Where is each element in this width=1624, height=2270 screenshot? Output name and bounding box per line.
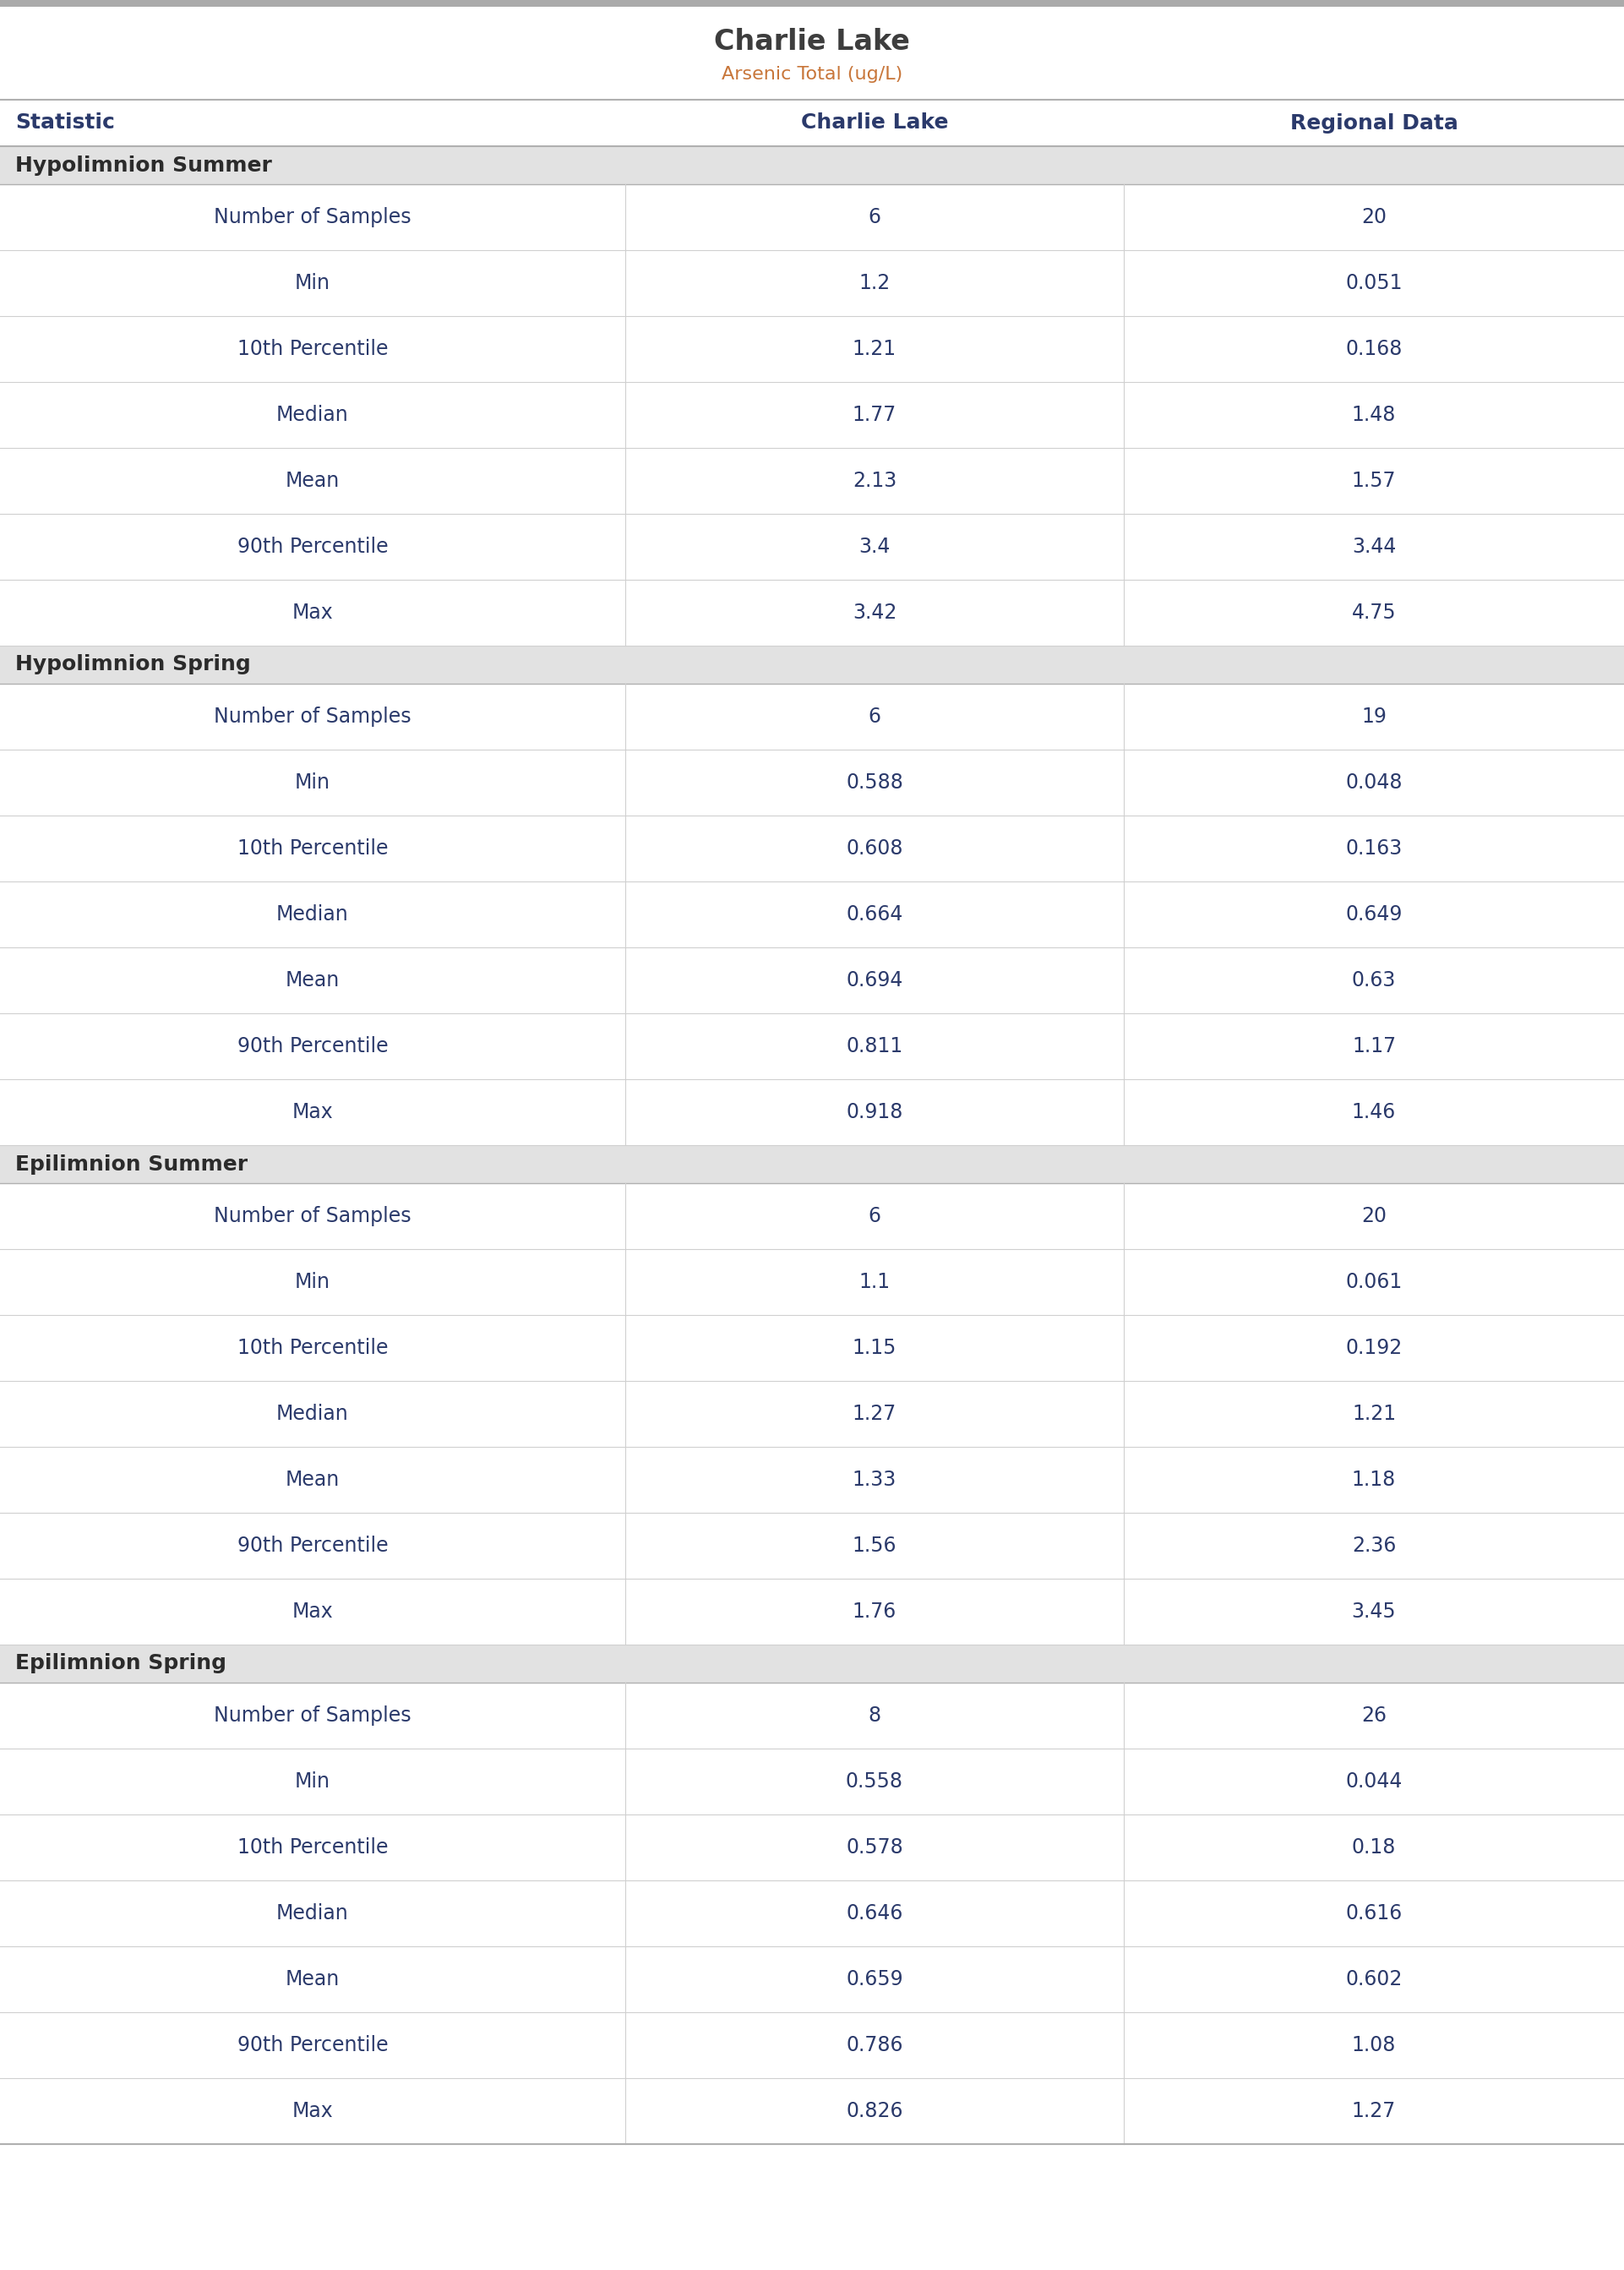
Text: 90th Percentile: 90th Percentile — [237, 2036, 388, 2054]
Text: 1.76: 1.76 — [853, 1603, 896, 1621]
Text: 0.649: 0.649 — [1345, 903, 1403, 924]
Text: Epilimnion Spring: Epilimnion Spring — [15, 1653, 226, 1673]
Text: 0.664: 0.664 — [846, 903, 903, 924]
Text: 1.1: 1.1 — [859, 1271, 890, 1292]
Text: 1.56: 1.56 — [853, 1535, 896, 1555]
Text: 3.44: 3.44 — [1351, 536, 1397, 556]
Text: 0.044: 0.044 — [1345, 1771, 1403, 1791]
Text: 10th Percentile: 10th Percentile — [237, 1836, 388, 1857]
Text: 3.4: 3.4 — [859, 536, 890, 556]
Text: 0.786: 0.786 — [846, 2036, 903, 2054]
Text: Median: Median — [276, 1403, 349, 1423]
Text: 0.608: 0.608 — [846, 838, 903, 858]
Text: Number of Samples: Number of Samples — [214, 1205, 411, 1226]
Text: Mean: Mean — [286, 470, 339, 490]
Text: 0.659: 0.659 — [846, 1968, 903, 1989]
Text: 0.163: 0.163 — [1346, 838, 1402, 858]
Text: Number of Samples: Number of Samples — [214, 207, 411, 227]
Text: 0.694: 0.694 — [846, 969, 903, 990]
Text: Max: Max — [292, 1603, 333, 1621]
Text: 0.061: 0.061 — [1346, 1271, 1402, 1292]
Text: Charlie Lake: Charlie Lake — [801, 114, 948, 134]
Text: 0.578: 0.578 — [846, 1836, 903, 1857]
Text: 0.63: 0.63 — [1351, 969, 1397, 990]
Text: 10th Percentile: 10th Percentile — [237, 338, 388, 359]
Text: 0.588: 0.588 — [846, 772, 903, 792]
Text: Charlie Lake: Charlie Lake — [715, 27, 909, 57]
Text: Number of Samples: Number of Samples — [214, 1705, 411, 1725]
Text: 0.048: 0.048 — [1345, 772, 1403, 792]
Text: Mean: Mean — [286, 969, 339, 990]
Text: 19: 19 — [1361, 706, 1387, 726]
Text: 6: 6 — [869, 706, 880, 726]
Text: 26: 26 — [1361, 1705, 1387, 1725]
Text: 20: 20 — [1361, 207, 1387, 227]
Text: Mean: Mean — [286, 1968, 339, 1989]
Text: 6: 6 — [869, 1205, 880, 1226]
Text: 0.918: 0.918 — [846, 1101, 903, 1121]
Text: 6: 6 — [869, 207, 880, 227]
Text: Arsenic Total (ug/L): Arsenic Total (ug/L) — [721, 66, 903, 84]
Text: 1.27: 1.27 — [1351, 2102, 1397, 2120]
Text: 0.826: 0.826 — [846, 2102, 903, 2120]
Text: Mean: Mean — [286, 1469, 339, 1489]
Text: 0.168: 0.168 — [1345, 338, 1403, 359]
Text: 1.2: 1.2 — [859, 272, 890, 293]
Text: Min: Min — [296, 1771, 330, 1791]
Text: 90th Percentile: 90th Percentile — [237, 1035, 388, 1056]
Text: 0.18: 0.18 — [1351, 1836, 1397, 1857]
Text: 1.33: 1.33 — [853, 1469, 896, 1489]
Text: 0.051: 0.051 — [1345, 272, 1403, 293]
Text: Hypolimnion Summer: Hypolimnion Summer — [15, 154, 271, 175]
Text: 1.21: 1.21 — [1351, 1403, 1397, 1423]
Text: Min: Min — [296, 1271, 330, 1292]
Text: 2.36: 2.36 — [1351, 1535, 1397, 1555]
Text: 4.75: 4.75 — [1351, 602, 1397, 622]
Text: Hypolimnion Spring: Hypolimnion Spring — [15, 654, 250, 674]
Text: Min: Min — [296, 772, 330, 792]
Text: 10th Percentile: 10th Percentile — [237, 838, 388, 858]
Text: 1.21: 1.21 — [853, 338, 896, 359]
Text: Regional Data: Regional Data — [1289, 114, 1458, 134]
Text: Max: Max — [292, 2102, 333, 2120]
Text: 1.57: 1.57 — [1351, 470, 1397, 490]
Text: 0.616: 0.616 — [1346, 1902, 1402, 1923]
Text: 0.558: 0.558 — [846, 1771, 903, 1791]
Text: 90th Percentile: 90th Percentile — [237, 536, 388, 556]
Text: 1.08: 1.08 — [1351, 2036, 1397, 2054]
Text: Median: Median — [276, 404, 349, 424]
Text: Median: Median — [276, 903, 349, 924]
Text: 1.77: 1.77 — [853, 404, 896, 424]
Text: 90th Percentile: 90th Percentile — [237, 1535, 388, 1555]
Text: 3.45: 3.45 — [1351, 1603, 1397, 1621]
Text: Number of Samples: Number of Samples — [214, 706, 411, 726]
Text: 0.192: 0.192 — [1346, 1337, 1402, 1357]
Text: 1.18: 1.18 — [1351, 1469, 1397, 1489]
Text: 0.811: 0.811 — [846, 1035, 903, 1056]
Text: 8: 8 — [869, 1705, 880, 1725]
Text: 0.646: 0.646 — [846, 1902, 903, 1923]
Text: 3.42: 3.42 — [853, 602, 896, 622]
Text: 1.48: 1.48 — [1351, 404, 1397, 424]
Text: 1.15: 1.15 — [853, 1337, 896, 1357]
Text: Statistic: Statistic — [15, 114, 115, 134]
Text: 20: 20 — [1361, 1205, 1387, 1226]
Text: Max: Max — [292, 1101, 333, 1121]
Text: 10th Percentile: 10th Percentile — [237, 1337, 388, 1357]
Text: 2.13: 2.13 — [853, 470, 896, 490]
Text: Epilimnion Summer: Epilimnion Summer — [15, 1153, 248, 1174]
Text: 1.46: 1.46 — [1351, 1101, 1397, 1121]
Text: Min: Min — [296, 272, 330, 293]
Text: Median: Median — [276, 1902, 349, 1923]
Text: 0.602: 0.602 — [1345, 1968, 1403, 1989]
Text: 1.17: 1.17 — [1351, 1035, 1397, 1056]
Text: Max: Max — [292, 602, 333, 622]
Text: 1.27: 1.27 — [853, 1403, 896, 1423]
